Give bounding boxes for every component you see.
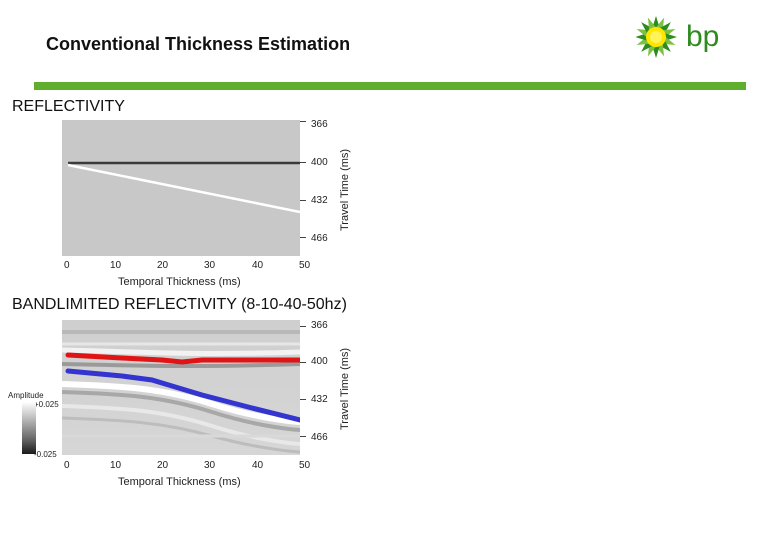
x-tick-label: 20 <box>157 260 169 271</box>
bp-wordmark: bp <box>686 20 719 53</box>
green-divider <box>34 82 746 90</box>
y-tick-label: 400 <box>311 356 328 367</box>
y-tick-label: 466 <box>311 233 328 244</box>
x-tick-label: 20 <box>157 460 169 471</box>
amplitude-colorbar <box>22 402 36 454</box>
top-horizon-pick <box>65 352 300 365</box>
x-tick-label: 10 <box>110 460 122 471</box>
reflectivity-base-event <box>67 163 300 214</box>
reflectivity-plot <box>62 120 300 256</box>
bandlimited-canvas <box>62 320 300 455</box>
x-tick-label: 10 <box>110 260 122 271</box>
y-axis-label: Travel Time (ms) <box>339 347 351 430</box>
y-tick-label: 432 <box>311 195 328 206</box>
x-tick-label: 0 <box>64 260 70 271</box>
y-tick-label: 432 <box>311 394 328 405</box>
section-title-reflectivity: REFLECTIVITY <box>12 98 125 115</box>
y-axis-label: Travel Time (ms) <box>339 148 351 231</box>
x-tick-label: 40 <box>252 260 264 271</box>
x-axis-label: Temporal Thickness (ms) <box>118 276 241 288</box>
colorbar-max-label: +0.025 <box>34 400 59 409</box>
section-title-bandlimited: BANDLIMITED REFLECTIVITY (8-10-40-50hz) <box>12 296 347 313</box>
x-tick-label: 0 <box>64 460 70 471</box>
x-tick-label: 30 <box>204 260 216 271</box>
y-tick-label: 366 <box>311 320 328 331</box>
x-tick-label: 40 <box>252 460 264 471</box>
bandlimited-plot <box>62 320 300 455</box>
x-tick-label: 50 <box>299 260 311 271</box>
colorbar-label: Amplitude <box>8 391 44 400</box>
y-tick-label: 366 <box>311 119 328 130</box>
colorbar-min-label: -0.025 <box>34 450 57 459</box>
y-tick-label: 466 <box>311 432 328 443</box>
base-horizon-pick <box>65 368 300 423</box>
reflectivity-canvas <box>67 161 300 214</box>
y-tick-label: 400 <box>311 157 328 168</box>
page-title: Conventional Thickness Estimation <box>46 34 351 54</box>
helios-flower-icon <box>636 16 677 58</box>
bp-helios-logo: bp <box>636 16 719 58</box>
x-axis-label: Temporal Thickness (ms) <box>118 476 241 488</box>
x-tick-label: 50 <box>299 460 311 471</box>
x-tick-label: 30 <box>204 460 216 471</box>
